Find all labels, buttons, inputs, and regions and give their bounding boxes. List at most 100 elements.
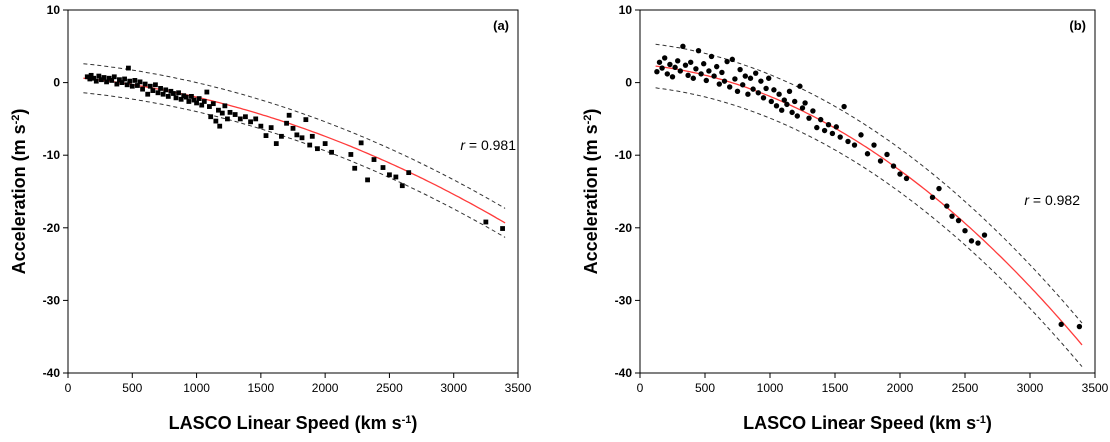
data-point	[897, 171, 903, 177]
data-point	[903, 175, 910, 182]
data-point	[1076, 323, 1083, 330]
data-point	[1058, 321, 1064, 328]
data-point	[701, 61, 707, 67]
data-point	[703, 77, 709, 84]
data-point	[890, 163, 897, 169]
data-point	[204, 89, 210, 95]
data-point	[781, 97, 787, 103]
data-point	[656, 59, 663, 65]
data-point	[758, 78, 764, 84]
x-tick-label: 2500	[376, 381, 403, 395]
data-point	[279, 133, 284, 139]
data-point	[737, 66, 743, 73]
data-point	[176, 90, 181, 96]
x-axis-title: LASCO Linear Speed (km s-1)	[169, 413, 418, 433]
y-tick-label: -10	[43, 148, 61, 162]
data-point	[727, 84, 733, 90]
data-point	[664, 71, 670, 77]
x-tick-label: 2000	[312, 381, 339, 395]
data-point	[237, 116, 243, 122]
data-point	[173, 95, 179, 101]
data-point	[191, 97, 197, 103]
data-point	[745, 91, 751, 97]
data-point	[740, 82, 746, 88]
data-point	[196, 96, 202, 101]
data-point	[483, 219, 489, 225]
data-point	[729, 56, 735, 63]
data-point	[821, 127, 828, 134]
data-point	[380, 165, 386, 170]
data-point	[322, 141, 328, 146]
data-point	[500, 226, 505, 231]
data-point	[299, 135, 305, 141]
data-point	[695, 47, 702, 54]
data-point	[352, 165, 358, 171]
data-point	[189, 93, 194, 99]
data-point	[944, 203, 950, 209]
data-point	[393, 174, 399, 180]
data-point	[871, 142, 877, 148]
data-point	[797, 83, 803, 89]
data-point	[763, 85, 769, 92]
correlation-annotation: r = 0.981	[460, 137, 516, 153]
panel-label: (b)	[1069, 18, 1086, 33]
data-point	[760, 95, 767, 101]
data-point	[773, 103, 780, 109]
data-point	[719, 69, 725, 76]
x-tick-label: 500	[695, 381, 715, 395]
y-tick-label: 0	[625, 76, 632, 90]
data-point	[87, 76, 93, 82]
x-tick-label: 1000	[757, 381, 784, 395]
panel-a: 0 500 1000 1500 2000 2500 3000 3500 10 0 -10 -20 -30…	[9, 3, 532, 433]
data-point	[186, 99, 192, 104]
data-point	[145, 91, 151, 97]
data-point	[183, 94, 189, 100]
data-point	[114, 81, 120, 87]
data-point	[688, 59, 694, 65]
data-point	[884, 151, 890, 158]
data-point	[742, 73, 748, 79]
y-tick-label: -30	[615, 293, 633, 307]
data-point	[799, 105, 806, 111]
data-point	[147, 83, 153, 89]
y-tick-label: -10	[615, 148, 633, 162]
data-point	[303, 117, 309, 123]
data-point	[825, 122, 832, 128]
panel-b: 0 500 1000 1500 2000 2500 3000 3500 10 0 -10 -20 -30…	[581, 3, 1109, 433]
data-point	[776, 91, 782, 97]
data-point	[253, 116, 259, 122]
data-point	[981, 232, 988, 238]
data-point	[680, 43, 686, 49]
data-point	[755, 90, 761, 96]
data-point	[698, 71, 704, 77]
data-point	[734, 88, 741, 95]
data-point	[153, 82, 158, 88]
data-point	[387, 172, 392, 178]
data-point	[273, 141, 279, 146]
data-point	[225, 116, 230, 122]
lower-bound-line	[655, 87, 1083, 367]
data-point	[126, 65, 131, 71]
data-point	[117, 77, 122, 83]
data-point	[724, 58, 730, 65]
data-point	[168, 88, 174, 94]
data-point	[662, 55, 668, 61]
panel-label: (a)	[493, 18, 509, 33]
data-point	[784, 101, 790, 108]
y-tick-label: -40	[43, 366, 61, 380]
data-point	[708, 53, 715, 60]
y-tick-label: 10	[47, 3, 61, 17]
data-point	[659, 65, 665, 71]
plot-frame	[67, 9, 519, 374]
fit-curve	[83, 77, 506, 224]
data-point	[268, 125, 274, 131]
x-tick-label: 3000	[1017, 381, 1044, 395]
data-point	[949, 213, 955, 219]
data-point	[851, 142, 858, 148]
data-point	[406, 170, 412, 176]
x-axis-title: LASCO Linear Speed (km s-1)	[743, 413, 992, 433]
data-point	[213, 118, 219, 124]
data-point	[207, 104, 212, 109]
data-point	[779, 107, 785, 113]
